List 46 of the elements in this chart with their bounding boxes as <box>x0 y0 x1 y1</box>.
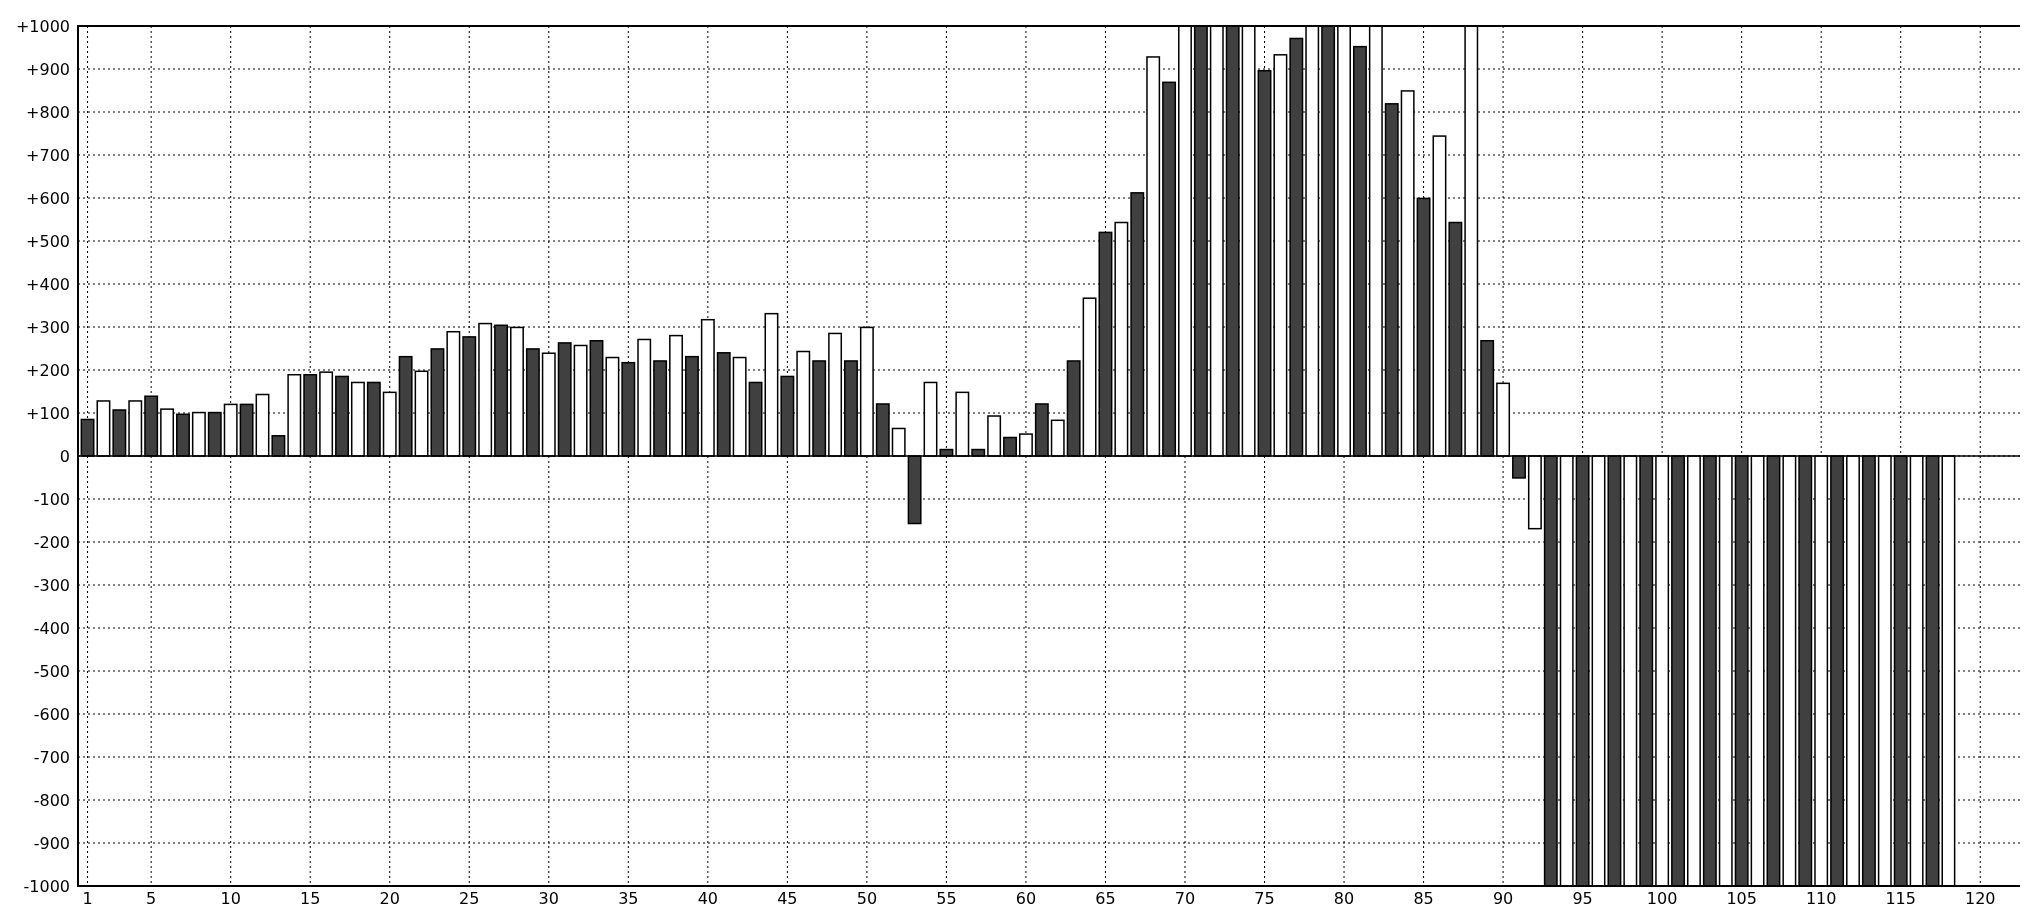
x-tick-label: 100 <box>1646 889 1678 908</box>
x-tick-label: 85 <box>1413 889 1434 908</box>
x-tick-label: 5 <box>146 889 157 908</box>
y-tick-label: 0 <box>59 446 70 466</box>
y-tick-label: -400 <box>33 618 70 638</box>
y-tick-label: +200 <box>26 360 70 380</box>
x-tick-label: 45 <box>777 889 798 908</box>
y-tick-label: -600 <box>33 704 70 724</box>
y-tick-label: -100 <box>33 489 70 509</box>
x-tick-label: 50 <box>856 889 878 908</box>
y-tick-label: +300 <box>26 317 70 337</box>
x-tick-label: 80 <box>1333 889 1355 908</box>
y-tick-label: +1000 <box>15 16 70 36</box>
y-tick-label: +400 <box>26 274 70 294</box>
y-tick-label: +600 <box>26 188 70 208</box>
x-tick-label: 1 <box>82 889 93 908</box>
x-tick-label: 95 <box>1572 889 1593 908</box>
y-tick-label: -700 <box>33 747 70 767</box>
x-tick-label: 120 <box>1964 889 1996 908</box>
x-tick-label: 65 <box>1095 889 1116 908</box>
y-tick-label: +700 <box>26 145 70 165</box>
y-tick-label: -500 <box>33 661 70 681</box>
x-tick-label: 110 <box>1805 889 1837 908</box>
x-tick-label: 55 <box>936 889 957 908</box>
x-tick-label: 30 <box>538 889 559 908</box>
y-tick-label: -900 <box>33 833 70 853</box>
y-tick-label: -200 <box>33 532 70 552</box>
x-tick-label: 40 <box>697 889 719 908</box>
x-tick-label: 75 <box>1254 889 1275 908</box>
y-tick-label: +100 <box>26 403 70 423</box>
x-tick-label: 90 <box>1492 889 1514 908</box>
x-tick-label: 10 <box>220 889 241 908</box>
y-tick-label: -800 <box>33 790 70 810</box>
y-tick-label: -1000 <box>23 876 70 896</box>
x-tick-label: 105 <box>1726 889 1757 908</box>
y-tick-label: +800 <box>26 102 70 122</box>
y-tick-label: +900 <box>26 59 70 79</box>
x-tick-label: 70 <box>1174 889 1196 908</box>
y-tick-label: -300 <box>33 575 70 595</box>
y-tick-label: +500 <box>26 231 70 251</box>
x-tick-label: 20 <box>379 889 400 908</box>
x-tick-label: 25 <box>459 889 480 908</box>
x-tick-label: 35 <box>618 889 639 908</box>
x-tick-label: 60 <box>1015 889 1037 908</box>
x-tick-label: 15 <box>300 889 321 908</box>
x-tick-label: 115 <box>1885 889 1916 908</box>
